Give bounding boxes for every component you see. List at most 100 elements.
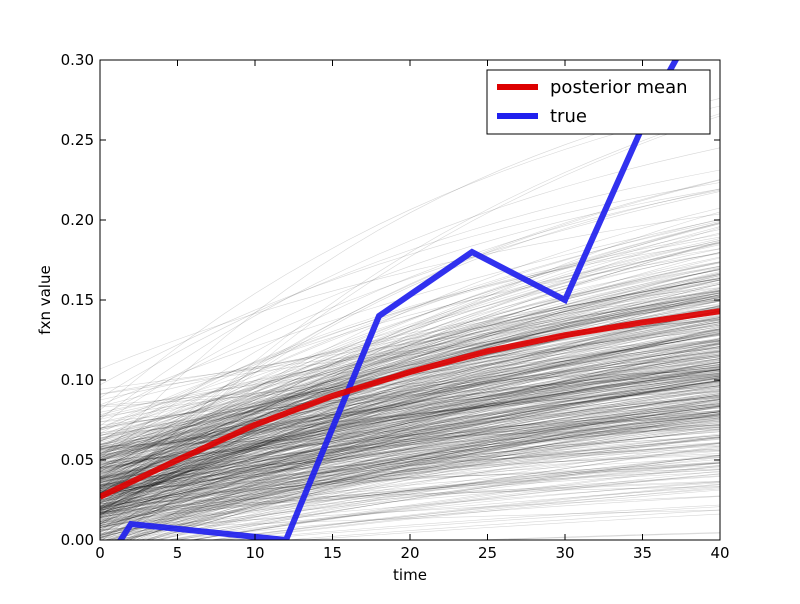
sample-curve <box>100 369 720 457</box>
sample-curve <box>100 411 720 524</box>
sample-curve <box>100 465 720 495</box>
sample-curve <box>100 269 720 537</box>
sample-curve <box>100 424 720 523</box>
sample-curve <box>100 309 720 463</box>
sample-curve <box>100 278 720 496</box>
sample-curve <box>208 488 720 540</box>
sample-curve <box>100 188 720 502</box>
sample-curve <box>100 363 720 514</box>
sample-curve <box>100 373 720 426</box>
sample-curve <box>100 369 720 484</box>
sample-curve <box>100 388 720 510</box>
sample-curve <box>100 299 720 447</box>
legend-label-posterior-mean: posterior mean <box>550 77 688 98</box>
sample-curve <box>100 426 720 469</box>
sample-curve <box>100 424 720 496</box>
sample-curve <box>100 456 720 539</box>
sample-curve <box>100 287 720 430</box>
sample-curve <box>100 350 720 450</box>
sample-curve <box>100 277 720 463</box>
sample-curve <box>100 433 720 526</box>
sample-curve <box>100 389 720 482</box>
sample-curve <box>100 292 720 486</box>
sample-curve <box>100 358 720 480</box>
sample-curve <box>100 444 720 494</box>
sample-curve <box>100 353 720 512</box>
sample-curve <box>100 417 720 519</box>
sample-curve <box>100 304 720 395</box>
sample-curve <box>100 468 720 490</box>
sample-curve <box>100 402 720 537</box>
sample-curve <box>100 403 720 486</box>
sample-curve <box>100 418 720 538</box>
sample-curve <box>100 242 720 443</box>
sample-curve <box>100 459 720 535</box>
x-tick-label: 15 <box>323 544 342 562</box>
sample-curve <box>109 381 720 540</box>
sample-curve <box>100 294 720 462</box>
sample-curve <box>100 380 720 478</box>
sample-curve <box>101 309 720 540</box>
sample-curve <box>100 405 720 531</box>
sample-curve <box>113 399 720 540</box>
sample-curve <box>100 400 720 522</box>
sample-curve <box>100 471 720 522</box>
sample-curve <box>100 319 720 510</box>
sample-curve <box>100 415 720 515</box>
sample-curve <box>100 229 720 481</box>
sample-curve <box>100 358 720 501</box>
sample-curve <box>176 457 720 540</box>
sample-curve <box>100 427 720 486</box>
sample-curve <box>100 317 720 510</box>
sample-curve <box>100 223 720 526</box>
sample-curve <box>100 380 720 497</box>
sample-curve <box>100 333 720 491</box>
sample-curve <box>100 377 720 518</box>
sample-curve <box>100 443 720 511</box>
sample-curve <box>100 333 720 493</box>
sample-curve <box>100 393 720 487</box>
sample-curve <box>100 442 720 507</box>
sample-curve <box>102 454 720 540</box>
sample-curve <box>149 402 720 540</box>
sample-curve <box>100 310 720 510</box>
sample-curve <box>100 450 720 510</box>
sample-curve <box>100 395 720 519</box>
sample-curve <box>100 453 720 493</box>
sample-curve <box>100 383 720 488</box>
sample-curve <box>100 368 720 491</box>
sample-curve <box>100 218 720 449</box>
sample-curve <box>100 294 720 446</box>
sample-curve <box>100 341 720 472</box>
sample-curve <box>100 405 720 527</box>
sample-curve <box>100 343 720 504</box>
sample-curve <box>100 509 720 530</box>
sample-curve <box>100 394 720 507</box>
sample-curve <box>116 211 720 540</box>
sample-curve <box>100 414 720 479</box>
sample-curve <box>100 362 720 498</box>
sample-curve <box>100 405 720 526</box>
sample-curve <box>100 374 720 526</box>
sample-curve <box>100 248 720 473</box>
sample-curve <box>100 377 720 499</box>
sample-curve <box>100 377 720 486</box>
sample-curve <box>100 411 720 511</box>
sample-curve <box>100 384 720 453</box>
sample-curve <box>100 388 720 451</box>
sample-curve <box>100 376 720 522</box>
sample-curve <box>100 273 720 495</box>
sample-curve <box>100 315 720 536</box>
sample-curve <box>100 409 720 505</box>
sample-curve <box>100 454 720 487</box>
sample-curve <box>100 413 720 519</box>
sample-curve <box>100 346 720 509</box>
sample-curve <box>100 407 720 507</box>
sample-curve <box>100 331 720 507</box>
sample-curve <box>100 415 720 494</box>
sample-curve <box>100 469 720 513</box>
sample-curve <box>100 407 720 501</box>
sample-curve <box>100 427 720 514</box>
sample-curve <box>100 356 720 502</box>
sample-curve <box>100 344 720 493</box>
